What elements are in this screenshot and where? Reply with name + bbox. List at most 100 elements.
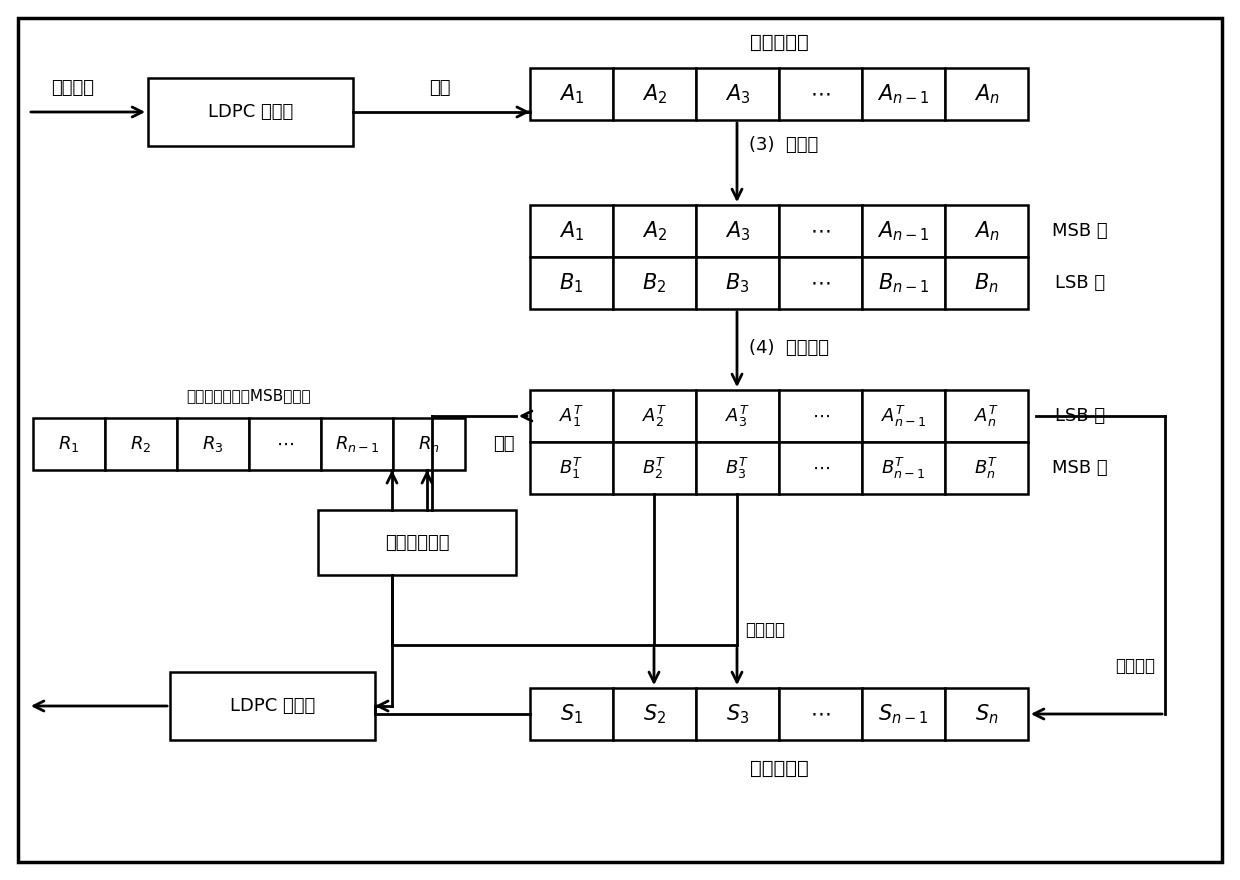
Text: $B_1^T$: $B_1^T$ xyxy=(559,456,584,480)
Text: $S_2$: $S_2$ xyxy=(642,702,666,726)
FancyBboxPatch shape xyxy=(862,390,945,442)
Text: $S_1$: $S_1$ xyxy=(560,702,583,726)
Text: $R_3$: $R_3$ xyxy=(202,434,223,454)
Text: $A_{n-1}^T$: $A_{n-1}^T$ xyxy=(880,403,926,429)
FancyBboxPatch shape xyxy=(321,418,393,470)
FancyBboxPatch shape xyxy=(529,68,613,120)
FancyBboxPatch shape xyxy=(696,257,779,309)
Text: $\cdots$: $\cdots$ xyxy=(810,84,831,104)
FancyBboxPatch shape xyxy=(945,68,1028,120)
Text: $A_1^T$: $A_1^T$ xyxy=(559,403,584,429)
Text: $B_2$: $B_2$ xyxy=(642,271,667,295)
FancyBboxPatch shape xyxy=(613,257,696,309)
Text: $B_n$: $B_n$ xyxy=(975,271,998,295)
Text: $A_3$: $A_3$ xyxy=(725,219,750,243)
Text: 传输: 传输 xyxy=(429,79,451,97)
FancyBboxPatch shape xyxy=(696,688,779,740)
FancyBboxPatch shape xyxy=(613,442,696,494)
Text: MSB 页: MSB 页 xyxy=(1053,222,1107,240)
FancyBboxPatch shape xyxy=(148,78,353,146)
Text: LSB 页: LSB 页 xyxy=(1055,407,1105,425)
Text: LSB 页: LSB 页 xyxy=(1055,274,1105,292)
Text: 译码结果对应的MSB软信息: 译码结果对应的MSB软信息 xyxy=(187,388,311,404)
Text: $A_3$: $A_3$ xyxy=(725,82,750,106)
FancyBboxPatch shape xyxy=(529,257,613,309)
Text: $B_2^T$: $B_2^T$ xyxy=(642,456,667,480)
Text: $B_{n-1}^T$: $B_{n-1}^T$ xyxy=(882,456,926,480)
Text: $A_2^T$: $A_2^T$ xyxy=(642,403,667,429)
Text: 比特序列: 比特序列 xyxy=(52,79,94,97)
Text: 页面寄存器: 页面寄存器 xyxy=(750,759,808,778)
Text: $R_n$: $R_n$ xyxy=(418,434,440,454)
Text: 缓存: 缓存 xyxy=(494,435,515,453)
Text: $A_3^T$: $A_3^T$ xyxy=(725,403,750,429)
FancyBboxPatch shape xyxy=(696,390,779,442)
Text: $S_n$: $S_n$ xyxy=(975,702,998,726)
Text: LDPC 译码器: LDPC 译码器 xyxy=(229,697,315,715)
Text: 第二次读: 第二次读 xyxy=(745,621,785,639)
FancyBboxPatch shape xyxy=(529,688,613,740)
Text: $A_n^T$: $A_n^T$ xyxy=(973,403,999,429)
FancyBboxPatch shape xyxy=(696,68,779,120)
FancyBboxPatch shape xyxy=(862,257,945,309)
FancyBboxPatch shape xyxy=(19,18,1221,862)
Text: $B_3$: $B_3$ xyxy=(725,271,750,295)
FancyBboxPatch shape xyxy=(170,672,374,740)
FancyBboxPatch shape xyxy=(945,442,1028,494)
Text: 第一次读: 第一次读 xyxy=(1115,657,1154,675)
FancyBboxPatch shape xyxy=(529,205,613,257)
FancyBboxPatch shape xyxy=(249,418,321,470)
FancyBboxPatch shape xyxy=(529,442,613,494)
FancyBboxPatch shape xyxy=(529,390,613,442)
Text: $A_n$: $A_n$ xyxy=(973,82,999,106)
FancyBboxPatch shape xyxy=(945,257,1028,309)
FancyBboxPatch shape xyxy=(945,390,1028,442)
FancyBboxPatch shape xyxy=(696,442,779,494)
Text: $\cdots$: $\cdots$ xyxy=(811,407,830,425)
Text: $S_{n-1}$: $S_{n-1}$ xyxy=(878,702,929,726)
FancyBboxPatch shape xyxy=(779,688,862,740)
Text: $S_3$: $S_3$ xyxy=(725,702,749,726)
Text: $\cdots$: $\cdots$ xyxy=(810,705,831,723)
Text: $A_1$: $A_1$ xyxy=(559,82,584,106)
Text: $A_{n-1}$: $A_{n-1}$ xyxy=(877,219,930,243)
Text: (3)  写操作: (3) 写操作 xyxy=(749,136,818,154)
FancyBboxPatch shape xyxy=(613,390,696,442)
Text: LDPC 编码器: LDPC 编码器 xyxy=(208,103,293,121)
Text: $B_1$: $B_1$ xyxy=(559,271,584,295)
FancyBboxPatch shape xyxy=(779,205,862,257)
FancyBboxPatch shape xyxy=(393,418,465,470)
FancyBboxPatch shape xyxy=(862,688,945,740)
FancyBboxPatch shape xyxy=(862,205,945,257)
Text: $A_2$: $A_2$ xyxy=(642,82,667,106)
FancyBboxPatch shape xyxy=(177,418,249,470)
Text: $B_3^T$: $B_3^T$ xyxy=(725,456,749,480)
Text: $A_n$: $A_n$ xyxy=(973,219,999,243)
Text: $R_{n-1}$: $R_{n-1}$ xyxy=(335,434,379,454)
FancyBboxPatch shape xyxy=(613,688,696,740)
Text: $B_n^T$: $B_n^T$ xyxy=(975,456,998,480)
Text: $\cdots$: $\cdots$ xyxy=(810,274,831,292)
Text: $\cdots$: $\cdots$ xyxy=(811,459,830,477)
Text: $\cdots$: $\cdots$ xyxy=(277,435,294,453)
FancyBboxPatch shape xyxy=(945,205,1028,257)
FancyBboxPatch shape xyxy=(779,442,862,494)
Text: $B_{n-1}$: $B_{n-1}$ xyxy=(878,271,929,295)
FancyBboxPatch shape xyxy=(779,257,862,309)
Text: $A_{n-1}$: $A_{n-1}$ xyxy=(877,82,930,106)
Text: $A_2$: $A_2$ xyxy=(642,219,667,243)
Text: 保存错误特征: 保存错误特征 xyxy=(384,533,449,552)
Text: $R_2$: $R_2$ xyxy=(130,434,151,454)
FancyBboxPatch shape xyxy=(862,442,945,494)
FancyBboxPatch shape xyxy=(945,688,1028,740)
Text: MSB 页: MSB 页 xyxy=(1053,459,1107,477)
Text: $\cdots$: $\cdots$ xyxy=(810,222,831,240)
FancyBboxPatch shape xyxy=(317,510,516,575)
FancyBboxPatch shape xyxy=(613,205,696,257)
FancyBboxPatch shape xyxy=(105,418,177,470)
FancyBboxPatch shape xyxy=(779,390,862,442)
Text: $R_1$: $R_1$ xyxy=(58,434,79,454)
FancyBboxPatch shape xyxy=(696,205,779,257)
FancyBboxPatch shape xyxy=(33,418,105,470)
Text: 页面寄存器: 页面寄存器 xyxy=(750,33,808,52)
